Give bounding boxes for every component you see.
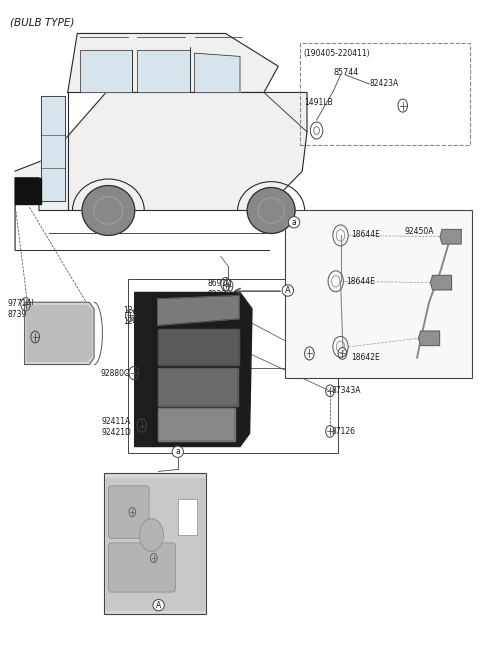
Ellipse shape [82, 185, 135, 235]
Text: a: a [292, 217, 297, 227]
Ellipse shape [247, 187, 295, 233]
Text: 92402B
92401B: 92402B 92401B [218, 311, 248, 331]
Text: 1463AA: 1463AA [288, 350, 318, 359]
Text: A: A [285, 286, 291, 295]
Text: 82423A: 82423A [369, 79, 398, 89]
Bar [178, 499, 197, 535]
Polygon shape [157, 409, 235, 442]
Bar [286, 210, 472, 378]
Bar [300, 43, 470, 145]
Polygon shape [41, 96, 65, 200]
Text: VIEW: VIEW [112, 597, 134, 606]
Text: 1491LB: 1491LB [305, 98, 333, 106]
Polygon shape [419, 331, 440, 346]
Polygon shape [153, 292, 252, 447]
Text: 87126: 87126 [332, 427, 356, 436]
Text: 97714L
87393: 97714L 87393 [8, 299, 36, 319]
Polygon shape [194, 53, 240, 93]
Polygon shape [80, 50, 132, 93]
Bar [128, 279, 338, 453]
Polygon shape [137, 50, 190, 93]
Text: 1244BG
1249GB: 1244BG 1249GB [123, 306, 153, 326]
Text: 92880C: 92880C [100, 369, 130, 378]
Polygon shape [157, 328, 239, 365]
Text: 92450A: 92450A [404, 227, 433, 236]
FancyBboxPatch shape [108, 486, 149, 538]
Polygon shape [15, 177, 41, 204]
Polygon shape [440, 229, 461, 244]
Polygon shape [106, 478, 204, 610]
Text: 92411A
92421D: 92411A 92421D [101, 417, 131, 437]
Polygon shape [24, 302, 94, 365]
Text: 87126: 87126 [344, 350, 368, 359]
Text: 86910
82336: 86910 82336 [207, 279, 231, 300]
Text: a: a [175, 447, 180, 456]
Text: 85744: 85744 [333, 68, 359, 78]
Bar [104, 473, 206, 614]
Text: A: A [156, 600, 161, 610]
Circle shape [140, 518, 163, 551]
Text: 18644E: 18644E [346, 277, 375, 286]
Text: (BULB TYPE): (BULB TYPE) [10, 17, 75, 27]
Text: 18644E: 18644E [351, 230, 380, 239]
FancyBboxPatch shape [108, 543, 175, 592]
Polygon shape [157, 296, 239, 325]
Polygon shape [431, 275, 452, 290]
Polygon shape [15, 93, 307, 250]
Text: 87343A: 87343A [332, 386, 361, 396]
Polygon shape [68, 34, 278, 93]
Polygon shape [27, 306, 92, 361]
Polygon shape [135, 292, 157, 447]
Text: 82315B: 82315B [52, 332, 82, 342]
Text: 92406
92405: 92406 92405 [153, 334, 177, 354]
Text: (190405-220411): (190405-220411) [304, 49, 370, 58]
Polygon shape [157, 368, 238, 406]
Text: 18642E: 18642E [351, 353, 380, 363]
